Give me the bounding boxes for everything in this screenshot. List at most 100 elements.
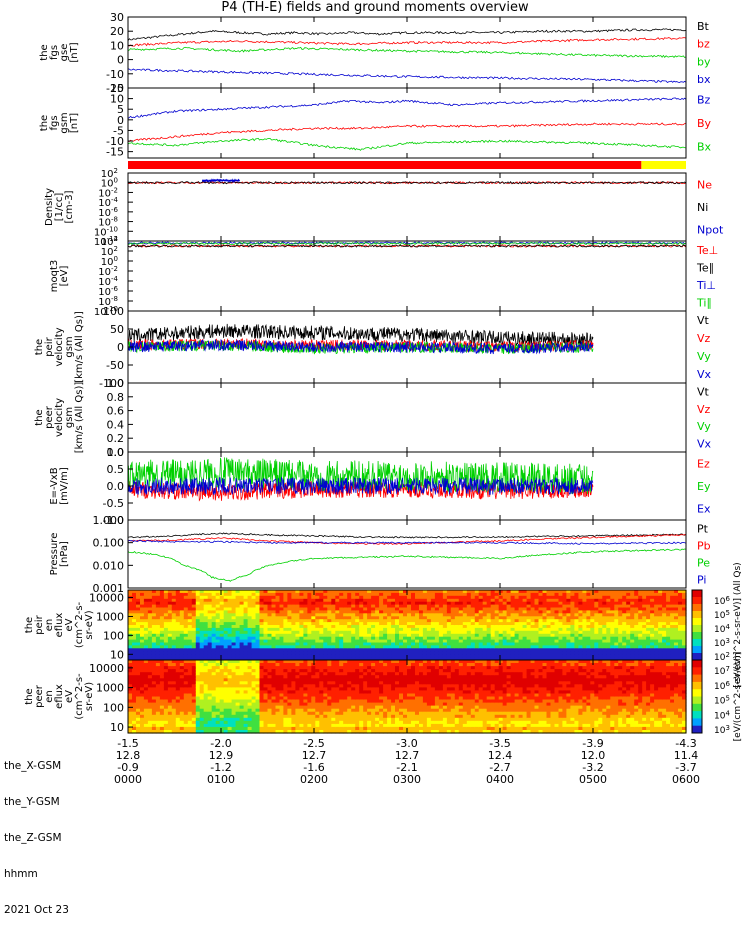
chart-stack: P4 (TH-E) fields and ground moments over… [0,0,750,800]
spectrogram-cell [646,631,651,635]
spectrogram-cell [236,700,241,704]
y-tick-label: 20 [110,25,124,38]
spectrogram-cell [156,706,161,710]
spectrogram-cell [491,596,496,600]
legend-Te⊥: Te⊥ [696,244,718,257]
spectrogram-cell [367,648,372,652]
spectrogram-cell [144,690,149,694]
spectrogram-cell [323,631,328,635]
spectrogram-cell [264,669,269,673]
spectrogram-cell [451,613,456,617]
spectrogram-cell [136,700,141,704]
legend-Vt: Vt [697,314,710,327]
spectrogram-cell [371,631,376,635]
spectrogram-cell [184,675,189,679]
spectrogram-cell [555,631,560,635]
spectrogram-cell [132,690,137,694]
spectrogram-cell [272,721,277,725]
spectrogram-cell [678,596,683,600]
spectrogram-cell [347,613,352,617]
spectrogram-cell [212,631,217,635]
spectrogram-cell [299,727,304,731]
spectrogram-cell [395,613,400,617]
spectrogram-cell [248,648,253,652]
spectrogram-cell [232,706,237,710]
spectrogram-cell [407,613,412,617]
spectrogram-cell [208,669,213,673]
spectrogram-cell [582,648,587,652]
spectrogram-cell [315,690,320,694]
spectrogram-cell [144,613,149,617]
y-tick-label: -50 [106,359,124,372]
spectrogram-cell [152,613,157,617]
spectrogram-cell [674,648,679,652]
spectrogram-cell [220,596,225,600]
spectrogram-cell [491,631,496,635]
spectrogram-cell [491,648,496,652]
spectrogram-cell [172,596,177,600]
y-tick-label: 0.4 [107,418,125,431]
spectrogram-cell [582,596,587,600]
spectrogram-cell [610,613,615,617]
spectrogram-cell [359,613,364,617]
spectrogram-cell [519,596,524,600]
spectrogram-cell [204,700,209,704]
spectrogram-cell [180,675,185,679]
spectrogram-cell [594,631,599,635]
spectrogram-cell [654,613,659,617]
spectrogram-cell [427,631,432,635]
spectrogram-cell [156,690,161,694]
spectrogram-cell [566,648,571,652]
spectrogram-cell [200,669,205,673]
spectrogram-cell [212,690,217,694]
spectrogram-cell [156,631,161,635]
spectrogram-cell [132,700,137,704]
spectrogram-cell [423,613,428,617]
spectrogram-cell [303,690,308,694]
spectrogram-cell [319,721,324,725]
legend-Bx: Bx [697,140,712,153]
spectrogram-cell [439,596,444,600]
colorbar-segment [692,590,702,598]
spectrogram-cell [299,712,304,716]
spectrogram-cell [236,631,241,635]
spectrogram-cell [371,596,376,600]
spectrogram-cell [212,727,217,731]
spectrogram-cell [379,648,384,652]
spectrogram-cell [212,684,217,688]
spectrogram-cell [598,631,603,635]
spectrogram-cell [327,669,332,673]
spectrogram-cell [156,675,161,679]
spectrogram-cell [622,648,627,652]
spectrogram-cell [299,675,304,679]
spectrogram-cell [216,631,221,635]
spectrogram-cell [172,684,177,688]
spectrogram-cell [471,631,476,635]
spectrogram-cell [515,648,520,652]
spectrogram-cell [240,675,245,679]
spectrogram-cell [264,706,269,710]
spectrogram-cell [331,706,336,710]
legend-Ey: Ey [697,480,711,493]
spectrogram-cell [264,684,269,688]
spectrogram-cell [204,631,209,635]
spectrogram-cell [283,663,288,667]
spectrogram-cell [674,596,679,600]
spectrogram-cell [176,613,181,617]
spectrogram-cell [208,727,213,731]
spectrogram-cell [566,596,571,600]
spectrogram-cell [375,613,380,617]
spectrogram-cell [451,596,456,600]
spectrogram-cell [152,663,157,667]
y-tick-label: 30 [110,11,124,24]
spectrogram-cell [136,712,141,716]
spectrogram-cell [511,596,516,600]
spectrogram-cell [248,663,253,667]
spectrogram-cell [523,648,528,652]
legend-Vx: Vx [697,437,712,450]
spectrogram-cell [654,596,659,600]
spectrogram-cell [188,613,193,617]
legend-Ni: Ni [697,201,708,214]
spectrogram-cell [188,684,193,688]
spectrogram-cell [132,669,137,673]
